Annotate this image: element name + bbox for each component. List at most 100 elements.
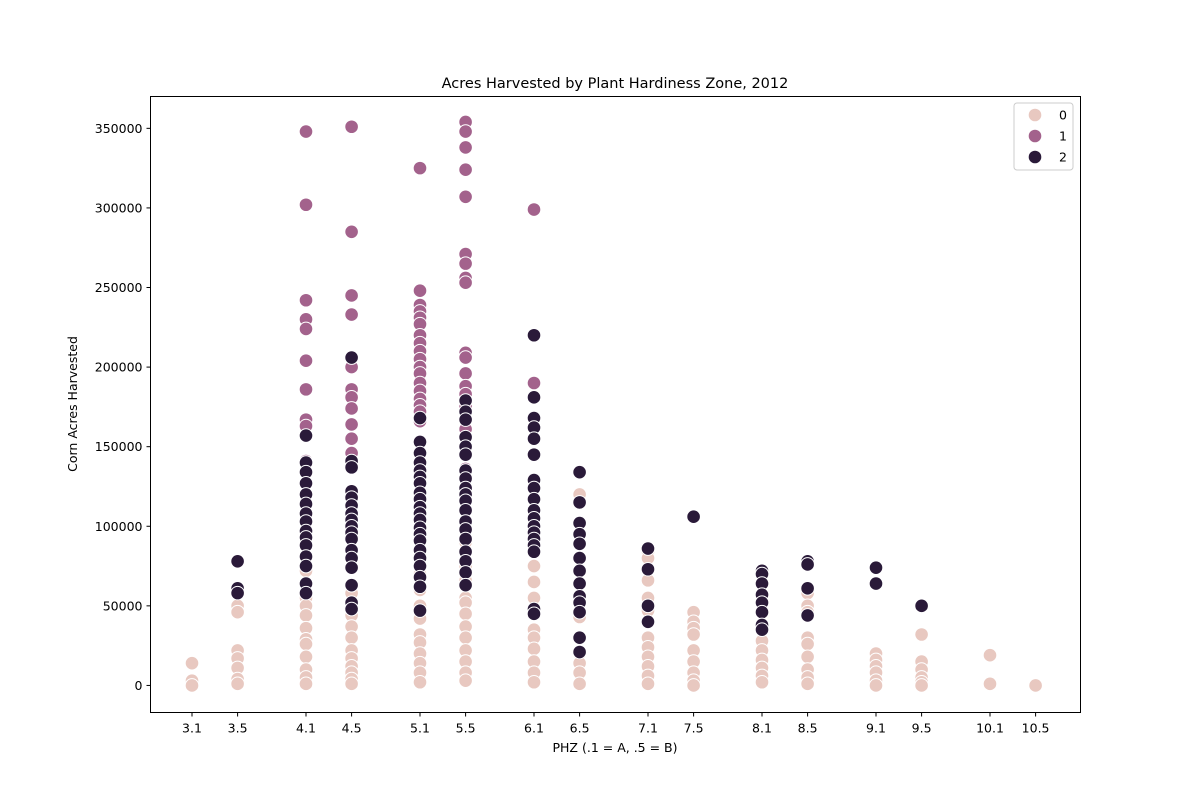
data-point [344,601,359,617]
data-point [868,576,884,591]
data-point [298,124,314,139]
plot-area-frame [150,96,1081,713]
data-point [458,673,473,688]
data-point [754,674,770,690]
data-point [868,560,884,575]
data-point [344,630,359,645]
data-point [344,307,359,322]
data-point [298,197,314,213]
data-point [344,431,359,447]
data-point [458,350,473,365]
data-point [868,678,884,693]
data-point [572,464,587,480]
data-point [572,536,587,552]
data-point [686,678,701,693]
data-point [344,288,359,303]
y-tick-label: 200000 [95,360,143,375]
data-point [230,553,245,569]
data-point [572,630,587,645]
y-tick-label: 250000 [95,280,143,295]
data-point [686,509,701,525]
data-point [344,350,359,365]
data-point [640,676,656,692]
data-point [412,603,428,618]
series-2 [230,327,929,660]
data-point [412,283,428,298]
legend-label: 0 [1059,108,1067,123]
data-point [526,606,542,622]
data-point [526,390,542,405]
y-axis: 0 50000 100000 150000 200000 250000 300000 3500… [95,121,151,693]
legend-marker [1027,128,1043,144]
data-point [686,627,701,642]
data-point [458,140,473,155]
x-tick-label: 7.1 [638,721,658,736]
data-point [230,585,245,601]
legend-marker [1027,107,1043,123]
x-tick-label: 8.1 [752,721,772,736]
y-axis-label: Corn Acres Harvested [65,336,80,472]
data-point [458,124,473,139]
y-tick-label: 350000 [95,121,143,136]
x-tick-label: 4.1 [296,721,316,736]
data-point [572,576,587,591]
data-point [640,614,656,630]
data-point [458,630,473,645]
x-tick-label: 5.1 [410,721,430,736]
data-point [458,366,473,381]
data-point [526,375,542,391]
data-point [800,608,815,623]
data-point [914,598,929,614]
x-tick-label: 6.5 [570,721,590,736]
data-point [914,627,929,642]
data-point [800,676,815,692]
data-point [800,649,815,665]
data-point [344,460,359,475]
data-point [344,577,359,593]
data-point [572,550,587,566]
data-point [298,608,314,623]
data-point [982,676,998,692]
data-point [458,606,473,622]
data-point [412,579,428,595]
data-point [640,561,656,577]
x-tick-label: 10.5 [1022,721,1050,736]
data-point [298,585,314,601]
data-point [526,202,542,217]
x-tick-label: 9.1 [866,721,886,736]
data-point [572,563,587,579]
data-point [754,604,770,620]
x-tick-label: 10.1 [976,721,1004,736]
data-point [526,558,542,574]
data-point [526,447,542,462]
data-point [572,676,587,692]
x-tick-label: 6.1 [524,721,544,736]
x-axis-label: PHZ (.1 = A, .5 = B) [553,740,678,755]
data-point [184,678,200,693]
data-point [526,574,542,590]
data-point [526,431,542,447]
y-tick-label: 300000 [95,200,143,215]
x-tick-label: 3.5 [228,721,248,736]
y-tick-label: 0 [135,678,143,693]
x-tick-label: 3.1 [182,721,202,736]
data-point [458,275,473,291]
data-point [526,327,542,343]
chart-title: Acres Harvested by Plant Hardiness Zone,… [442,76,789,92]
data-point [458,256,473,271]
data-point [298,636,314,652]
data-point [800,636,815,652]
data-point [800,581,815,596]
data-point [298,649,314,665]
data-point [458,531,473,547]
data-point [458,162,473,178]
y-tick-label: 100000 [95,519,143,534]
legend-marker [1027,149,1043,165]
y-tick-label: 150000 [95,439,143,454]
data-point [458,447,473,462]
data-points [184,114,1043,693]
data-point [298,676,314,692]
data-point [640,541,656,556]
